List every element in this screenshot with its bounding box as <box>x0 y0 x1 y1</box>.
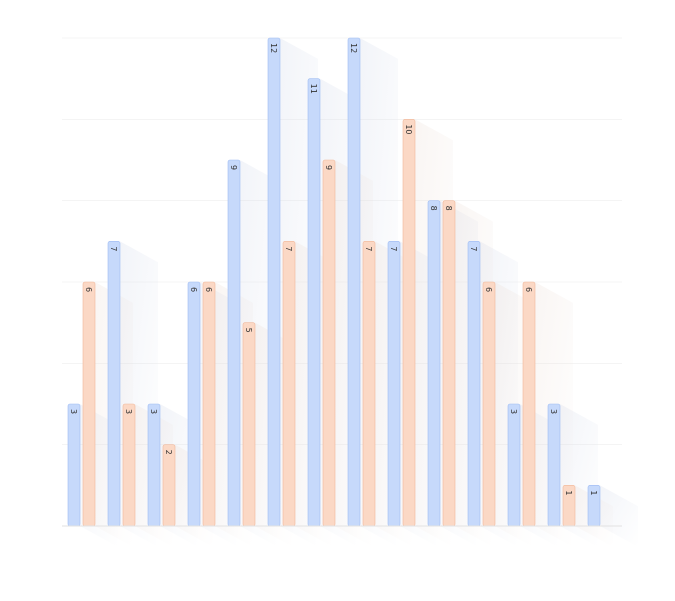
bar-series-2[interactable] <box>82 281 96 527</box>
bar-data-label: 3 <box>549 409 558 414</box>
bar-series-2[interactable] <box>402 119 416 527</box>
bar-series-1[interactable] <box>427 200 441 527</box>
bar-data-label: 7 <box>389 246 398 251</box>
bar-series-2[interactable] <box>162 444 176 527</box>
bar-series-2[interactable] <box>522 281 536 527</box>
bar-data-label: 9 <box>229 165 238 170</box>
bar-series-2[interactable] <box>242 322 256 527</box>
bar-data-label: 12 <box>269 43 278 53</box>
bar-series-1[interactable] <box>147 403 161 527</box>
bar-data-label: 3 <box>149 409 158 414</box>
bar-series-2[interactable] <box>442 200 456 527</box>
bar-series-2[interactable] <box>202 281 216 527</box>
bar-series-1[interactable] <box>307 78 321 527</box>
bar-data-label: 2 <box>164 450 173 455</box>
bar-series-2[interactable] <box>322 159 336 527</box>
bar-data-label: 6 <box>524 287 533 292</box>
bar-series-1[interactable] <box>107 241 121 527</box>
bar-shadow <box>600 485 638 547</box>
bar-data-label: 5 <box>244 328 253 333</box>
bar-series-1[interactable] <box>387 241 401 527</box>
bar-series-2[interactable] <box>362 241 376 527</box>
bar-series-1[interactable] <box>467 241 481 527</box>
bar-data-label: 12 <box>349 43 358 53</box>
bar-data-label: 1 <box>589 490 598 495</box>
bar-data-label: 7 <box>469 246 478 251</box>
bar-data-label: 6 <box>204 287 213 292</box>
bar-series-2[interactable] <box>482 281 496 527</box>
bar-data-label: 9 <box>324 165 333 170</box>
bar-data-label: 3 <box>124 409 133 414</box>
bar-data-label: 7 <box>284 246 293 251</box>
data-labels: 3 7 3 6 9 12 11 12 7 8 7 3 3 1 6 3 2 6 5 7 9 7 10 8 6 6 1 <box>69 43 598 495</box>
bar-data-label: 7 <box>364 246 373 251</box>
bar-series-1[interactable] <box>267 37 281 527</box>
bar-series-2[interactable] <box>282 241 296 527</box>
bar-series-1[interactable] <box>547 403 561 527</box>
bar-series-1[interactable] <box>507 403 521 527</box>
bar-data-label: 3 <box>69 409 78 414</box>
bar-series-1[interactable] <box>187 281 201 527</box>
bar-series-1[interactable] <box>67 403 81 527</box>
bar-data-label: 10 <box>404 124 413 134</box>
bar-data-label: 8 <box>429 206 438 211</box>
bar-series-1[interactable] <box>347 37 361 527</box>
bar-series-2[interactable] <box>122 403 136 527</box>
bar-data-label: 6 <box>484 287 493 292</box>
bar-series-1[interactable] <box>227 159 241 527</box>
bar-data-label: 1 <box>564 490 573 495</box>
bar-data-label: 3 <box>509 409 518 414</box>
bar-data-label: 7 <box>109 246 118 251</box>
bar-data-label: 6 <box>189 287 198 292</box>
bar-data-label: 8 <box>444 206 453 211</box>
bar-data-label: 6 <box>84 287 93 292</box>
bar-data-label: 11 <box>309 84 318 94</box>
